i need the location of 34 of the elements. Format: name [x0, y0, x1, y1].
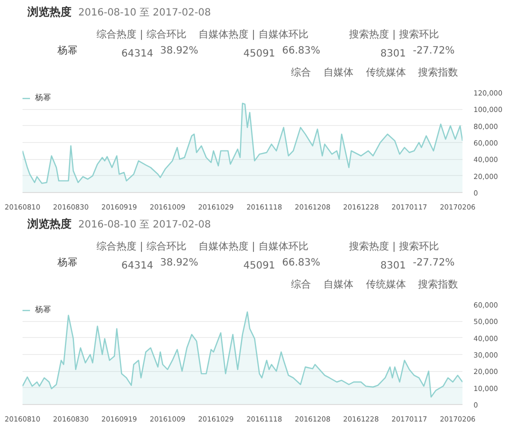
legend-label: 杨幂: [35, 92, 52, 103]
text: 搜索热度 | 搜索环比: [349, 240, 439, 252]
text: 38.92%: [160, 258, 198, 268]
text: 搜索指数: [418, 66, 458, 78]
chart-title: 浏览热度: [26, 6, 72, 18]
text: 搜索指数: [418, 278, 458, 290]
text: 64314: [121, 260, 154, 272]
text: 45091: [243, 260, 276, 272]
chart-subtitle: 2016-08-10 至 2017-02-08: [78, 220, 211, 230]
text: 45091: [243, 48, 276, 60]
text: 自媒体: [324, 278, 354, 290]
text: 8301: [380, 48, 406, 60]
text: 搜索热度 | 搜索环比: [349, 28, 439, 40]
text: 传统媒体: [366, 278, 406, 290]
text: 64314: [121, 48, 154, 60]
text: 8301: [380, 260, 406, 272]
text: 66.83%: [282, 258, 320, 268]
text: 自媒体: [324, 66, 354, 78]
chart-subtitle: 2016-08-10 至 2017-02-08: [78, 8, 211, 18]
text: -27.72%: [412, 258, 455, 268]
text: -27.72%: [412, 46, 455, 56]
text: 66.83%: [282, 46, 320, 56]
text: 自媒体热度 | 自媒体环比: [198, 28, 308, 40]
text: 综合: [290, 66, 311, 78]
legend-label: 杨幂: [35, 304, 52, 315]
text: 杨幂: [56, 256, 78, 268]
text: 综合热度 | 综合环比: [96, 240, 186, 252]
chart-title: 浏览热度: [26, 218, 72, 230]
text: 杨幂: [56, 44, 78, 56]
text: 38.92%: [160, 46, 198, 56]
text: 综合热度 | 综合环比: [96, 28, 186, 40]
text: 综合: [290, 278, 311, 290]
text: 传统媒体: [366, 66, 406, 78]
text: 自媒体热度 | 自媒体环比: [198, 240, 308, 252]
